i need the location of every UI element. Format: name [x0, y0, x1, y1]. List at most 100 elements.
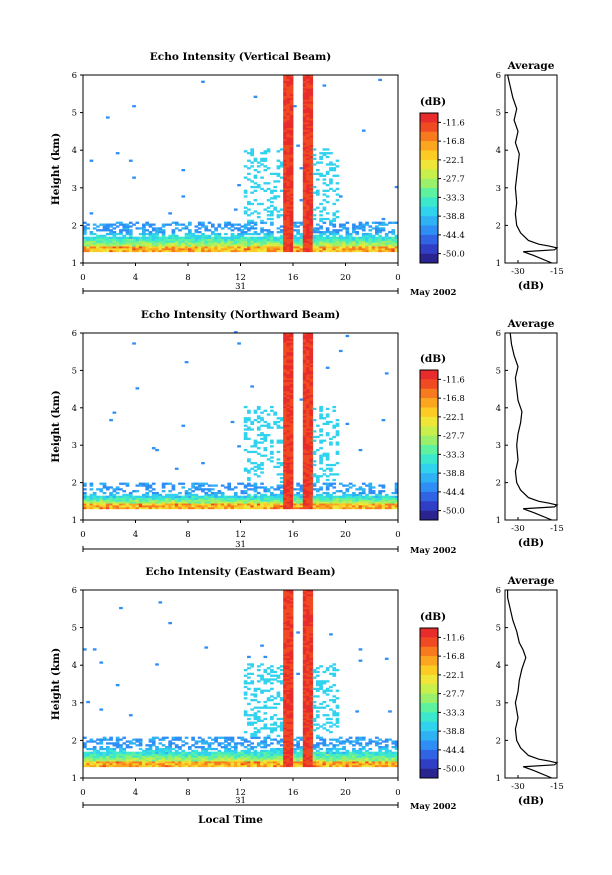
heatmap-cell — [142, 482, 146, 485]
heatmap-cell — [256, 407, 261, 411]
heatmap-cell — [293, 242, 297, 245]
heatmap-cell — [142, 225, 146, 228]
heatmap-cell — [135, 247, 140, 251]
heatmap-cell — [289, 659, 294, 662]
heatmap-cell — [256, 668, 261, 672]
heatmap-cell — [204, 503, 209, 506]
heatmap-cell — [286, 491, 291, 495]
heatmap-cell — [151, 744, 156, 747]
heatmap-cell — [283, 759, 287, 762]
heatmap-cell — [286, 661, 291, 664]
heatmap-cell — [266, 755, 271, 758]
heatmap-cell — [381, 501, 386, 504]
heatmap-cell — [240, 482, 245, 485]
heatmap-cell — [283, 131, 287, 134]
heatmap-cell — [89, 232, 94, 236]
heatmap-cell — [263, 706, 268, 709]
heatmap-cell — [286, 152, 291, 155]
heatmap-cell — [168, 503, 172, 506]
heatmap-cell — [289, 400, 294, 403]
heatmap-cell — [293, 225, 297, 228]
heatmap-cell — [171, 234, 176, 238]
heatmap-cell — [283, 480, 287, 483]
heatmap-cell — [306, 445, 310, 448]
heatmap-cell — [266, 199, 271, 202]
heatmap-cell — [197, 497, 202, 500]
heatmap-cell — [253, 242, 258, 245]
heatmap-cell — [306, 137, 310, 140]
heatmap-cell — [191, 755, 195, 758]
heatmap-cell — [243, 448, 248, 452]
heatmap-cell — [230, 249, 235, 253]
heatmap-cell — [263, 762, 268, 766]
heatmap-cell — [319, 247, 323, 251]
heatmap-cell — [283, 142, 287, 145]
heatmap-cell — [309, 129, 314, 132]
heatmap-cell — [151, 499, 156, 502]
heatmap-cell — [302, 112, 307, 115]
heatmap-cell — [276, 473, 281, 476]
heatmap-cell — [250, 746, 255, 749]
heatmap-cell — [279, 699, 284, 702]
heatmap-cell — [306, 374, 310, 377]
heatmap-cell — [345, 490, 350, 493]
heatmap-cell — [283, 593, 287, 597]
heatmap-cell — [302, 704, 307, 707]
heatmap-cell — [384, 499, 389, 502]
heatmap-cell — [171, 747, 176, 751]
heatmap-cell — [371, 490, 376, 493]
heatmap-cell — [315, 161, 320, 164]
heatmap-cell — [184, 490, 189, 493]
heatmap-cell — [289, 197, 294, 200]
heatmap-cell — [256, 505, 261, 508]
heatmap-cell — [142, 240, 146, 243]
heatmap-cell — [165, 246, 169, 249]
heatmap-cell — [260, 676, 264, 679]
heatmap-cell — [260, 759, 264, 762]
heatmap-cell — [302, 125, 307, 129]
heatmap-cell — [279, 165, 284, 168]
heatmap-cell — [286, 450, 291, 454]
heatmap-cell — [224, 506, 228, 510]
heatmap-cell — [293, 221, 297, 224]
heatmap-cell — [247, 232, 251, 236]
heatmap-cell — [286, 157, 291, 160]
heatmap-cell — [132, 505, 136, 508]
heatmap-cell — [263, 682, 268, 685]
heatmap-cell — [168, 495, 172, 498]
heatmap-cell — [306, 392, 310, 396]
heatmap-cell — [273, 670, 277, 674]
heatmap-cell — [283, 499, 287, 502]
heatmap-cell — [289, 116, 294, 119]
heatmap-cell — [309, 359, 314, 362]
heatmap-cell — [181, 762, 186, 766]
heatmap-cell — [289, 123, 294, 127]
heatmap-cell — [289, 488, 294, 491]
heatmap-cell — [92, 764, 97, 768]
heatmap-cell — [119, 231, 123, 234]
heatmap-cell — [345, 247, 350, 251]
heatmap-cell — [89, 738, 94, 741]
heatmap-cell — [135, 751, 140, 754]
heatmap-cell — [306, 86, 310, 89]
heatmap-cell — [302, 225, 307, 228]
heatmap-cell — [293, 759, 297, 762]
heatmap-cell — [289, 238, 294, 241]
heatmap-cell — [224, 246, 228, 249]
heatmap-cell — [306, 129, 310, 132]
heatmap-cell — [99, 762, 104, 766]
heatmap-cell — [299, 249, 304, 253]
heatmap-cell — [361, 505, 366, 508]
heatmap-cell — [306, 404, 310, 407]
heatmap-cell — [142, 244, 146, 247]
y-tick-label: 2 — [72, 221, 77, 231]
heatmap-cell — [312, 505, 317, 508]
heatmap-cell — [283, 204, 287, 207]
heatmap-cell — [342, 225, 346, 228]
heatmap-cell — [283, 678, 287, 681]
heatmap-cell — [283, 638, 287, 642]
heatmap-cell — [286, 667, 291, 670]
heatmap-cell — [220, 742, 225, 745]
heatmap-cell — [165, 493, 169, 497]
heatmap-cell — [204, 249, 209, 253]
